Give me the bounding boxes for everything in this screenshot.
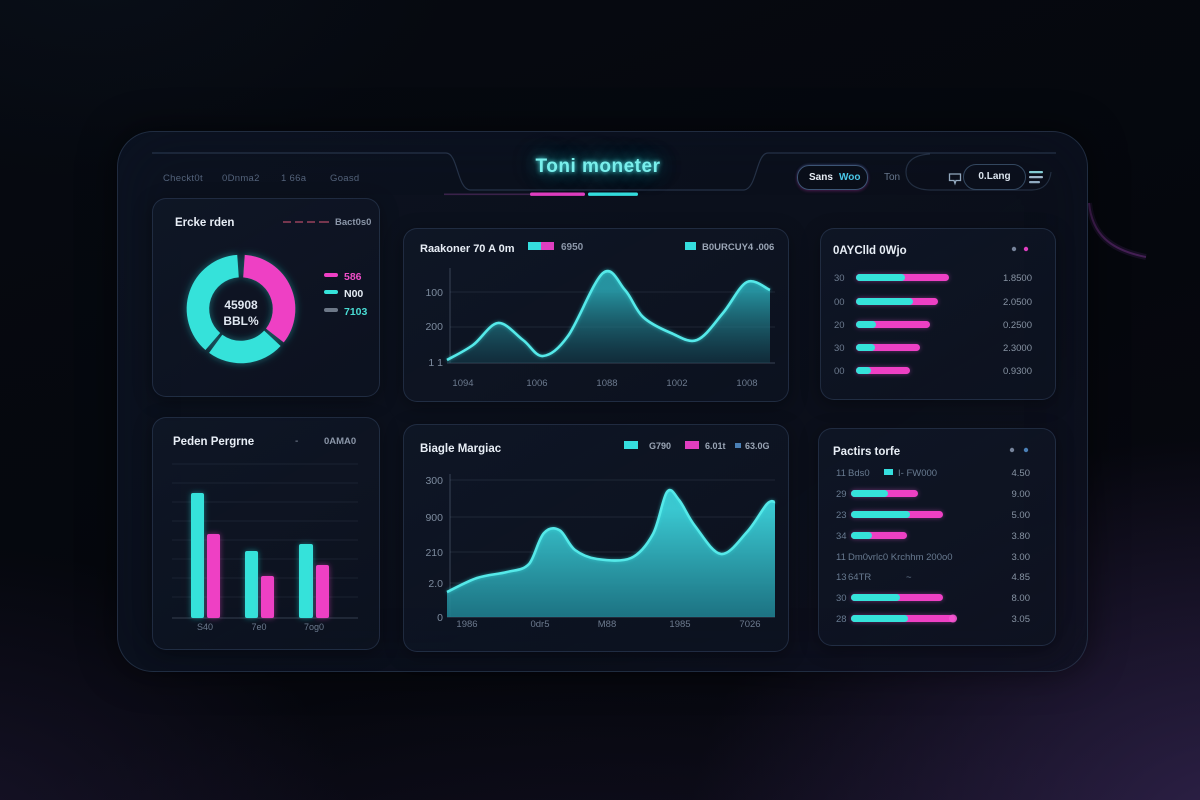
- svg-text:2.0500: 2.0500: [1003, 297, 1032, 308]
- svg-text:586: 586: [344, 271, 362, 283]
- svg-text:7026: 7026: [739, 619, 760, 630]
- svg-text:3.80: 3.80: [1012, 531, 1031, 542]
- svg-text:0dr5: 0dr5: [530, 619, 549, 630]
- svg-text:6.01t: 6.01t: [705, 441, 726, 451]
- svg-text:900: 900: [425, 512, 443, 524]
- svg-text:30: 30: [834, 343, 845, 354]
- svg-text:0AYClld 0Wjo: 0AYClld 0Wjo: [833, 245, 907, 257]
- svg-text:45908: 45908: [224, 298, 258, 312]
- svg-text:3.05: 3.05: [1012, 614, 1031, 625]
- svg-text:1006: 1006: [526, 378, 547, 389]
- svg-text:1985: 1985: [669, 619, 690, 630]
- svg-text:2.3000: 2.3000: [1003, 343, 1032, 354]
- svg-text:1.8500: 1.8500: [1003, 273, 1032, 284]
- svg-text:200: 200: [425, 321, 443, 333]
- svg-text:I- FW000: I- FW000: [898, 468, 937, 479]
- svg-text:30: 30: [834, 273, 845, 284]
- svg-text:210: 210: [425, 547, 443, 559]
- svg-text:5.00: 5.00: [1012, 510, 1031, 521]
- svg-text:11: 11: [836, 468, 846, 479]
- svg-text:G790: G790: [649, 441, 671, 451]
- svg-text:100: 100: [425, 287, 443, 299]
- svg-text:1986: 1986: [456, 619, 477, 630]
- svg-text:28: 28: [836, 614, 847, 625]
- svg-text:Dm0vrlc0 Krchhm 200o0: Dm0vrlc0 Krchhm 200o0: [848, 552, 953, 563]
- svg-text:7e0: 7e0: [251, 622, 266, 632]
- svg-text:0.2500: 0.2500: [1003, 320, 1032, 331]
- svg-text:4.50: 4.50: [1012, 468, 1031, 479]
- svg-text:1088: 1088: [596, 378, 617, 389]
- svg-text:0: 0: [437, 612, 443, 624]
- svg-text:1 1: 1 1: [428, 357, 443, 369]
- svg-text:-: -: [295, 436, 298, 447]
- svg-text:Pactirs torfe: Pactirs torfe: [833, 446, 900, 458]
- svg-text:N00: N00: [344, 288, 363, 300]
- svg-text:2.0: 2.0: [428, 578, 443, 590]
- svg-text:64TR: 64TR: [848, 572, 871, 583]
- svg-text:M88: M88: [598, 619, 616, 630]
- svg-text:29: 29: [836, 489, 847, 500]
- svg-text:20: 20: [834, 320, 845, 331]
- svg-text:Raakoner 70 A 0m: Raakoner 70 A 0m: [420, 243, 515, 255]
- svg-text:1008: 1008: [736, 378, 757, 389]
- svg-text:8.00: 8.00: [1012, 593, 1031, 604]
- svg-text:B0URCUY4 .006: B0URCUY4 .006: [702, 242, 774, 253]
- svg-text:34: 34: [836, 531, 847, 542]
- svg-text:00: 00: [834, 366, 845, 377]
- svg-text:9.00: 9.00: [1012, 489, 1031, 500]
- svg-text:~: ~: [906, 572, 912, 583]
- svg-text:7103: 7103: [344, 306, 368, 318]
- svg-text:63.0G: 63.0G: [745, 441, 770, 451]
- svg-text:1094: 1094: [452, 378, 473, 389]
- svg-text:7og0: 7og0: [304, 622, 324, 632]
- svg-text:300: 300: [425, 475, 443, 487]
- svg-text:6950: 6950: [561, 242, 584, 253]
- svg-text:S40: S40: [197, 622, 213, 632]
- svg-text:0AMA0: 0AMA0: [324, 436, 356, 447]
- svg-text:BBL%: BBL%: [223, 314, 259, 328]
- svg-text:0.9300: 0.9300: [1003, 366, 1032, 377]
- svg-text:1002: 1002: [666, 378, 687, 389]
- svg-text:Peden Pergrne: Peden Pergrne: [173, 436, 254, 448]
- svg-text:Biagle Margiac: Biagle Margiac: [420, 443, 502, 455]
- svg-text:Bact0s0: Bact0s0: [335, 217, 371, 228]
- svg-text:4.85: 4.85: [1012, 572, 1031, 583]
- svg-text:00: 00: [834, 297, 845, 308]
- svg-text:13: 13: [836, 572, 847, 583]
- svg-text:Ercke rden: Ercke rden: [175, 217, 234, 229]
- svg-text:30: 30: [836, 593, 847, 604]
- svg-text:Bds0: Bds0: [848, 468, 870, 479]
- svg-text:3.00: 3.00: [1012, 552, 1031, 563]
- svg-text:11: 11: [836, 552, 846, 563]
- svg-text:23: 23: [836, 510, 847, 521]
